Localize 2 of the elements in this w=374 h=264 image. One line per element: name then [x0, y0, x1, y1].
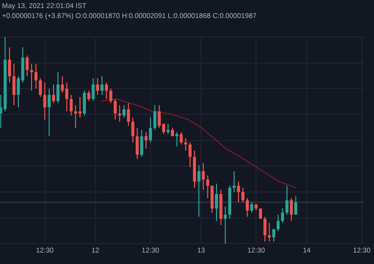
candlestick [30, 64, 34, 91]
candlestick [74, 105, 78, 128]
